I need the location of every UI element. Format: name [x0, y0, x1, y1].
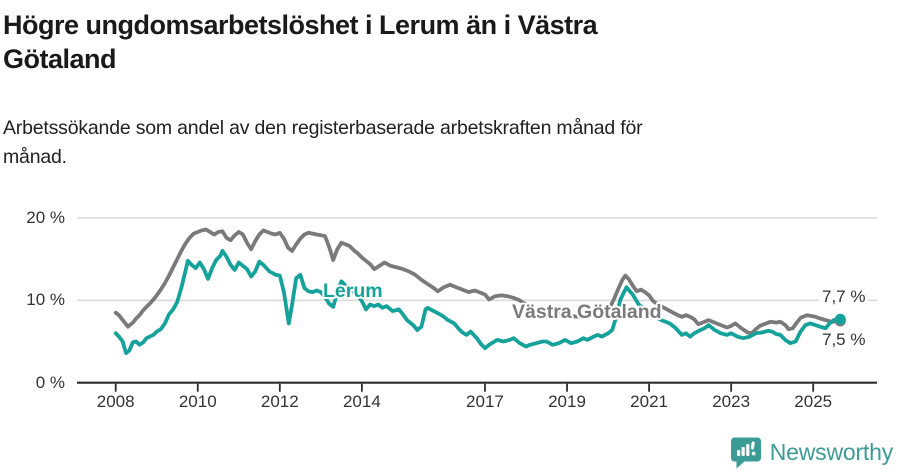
y-tick-label: 20 % [26, 208, 65, 227]
x-tick-label: 2012 [260, 391, 299, 411]
latest-value-label-lerum: 7,7 % [819, 287, 869, 307]
chart-subtitle: Arbetssökande som andel av den registerb… [3, 114, 643, 172]
x-tick-label: 2025 [794, 391, 833, 411]
latest-value-label-vastra-gotaland: 7,5 % [819, 330, 869, 350]
page-title: Högre ungdomsarbetslöshet i Lerum än i V… [3, 8, 598, 76]
chart-subtitle-line1: Arbetssökande som andel av den registerb… [3, 117, 643, 139]
y-tick-label: 0 % [35, 372, 65, 392]
y-tick-label: 10 % [26, 290, 65, 310]
series-label-lerum: Lerum [323, 280, 383, 302]
x-tick-label: 2017 [466, 391, 504, 411]
x-tick-label: 2019 [548, 391, 586, 411]
chart-subtitle-line2: månad. [3, 146, 67, 168]
newsworthy-brand-text: Newsworthy [769, 439, 893, 465]
newsworthy-attribution[interactable]: Newsworthy [730, 436, 893, 469]
page-title-line1: Högre ungdomsarbetslöshet i Lerum än i V… [3, 10, 598, 40]
latest-value-dot-lerum [834, 313, 846, 325]
x-tick-label: 2014 [342, 391, 381, 411]
series-line-vastra-gotaland [113, 227, 843, 336]
series-line-lerum [113, 248, 843, 356]
x-tick-label: 2023 [712, 391, 751, 411]
x-tick-label: 2021 [630, 391, 668, 411]
newsworthy-logo-icon [730, 437, 761, 469]
x-tick-label: 2010 [178, 391, 217, 411]
page-title-line2: Götaland [3, 44, 117, 74]
x-tick-label: 2008 [96, 391, 135, 411]
series-label-vastra-gotaland: Västra Götaland [512, 301, 662, 323]
